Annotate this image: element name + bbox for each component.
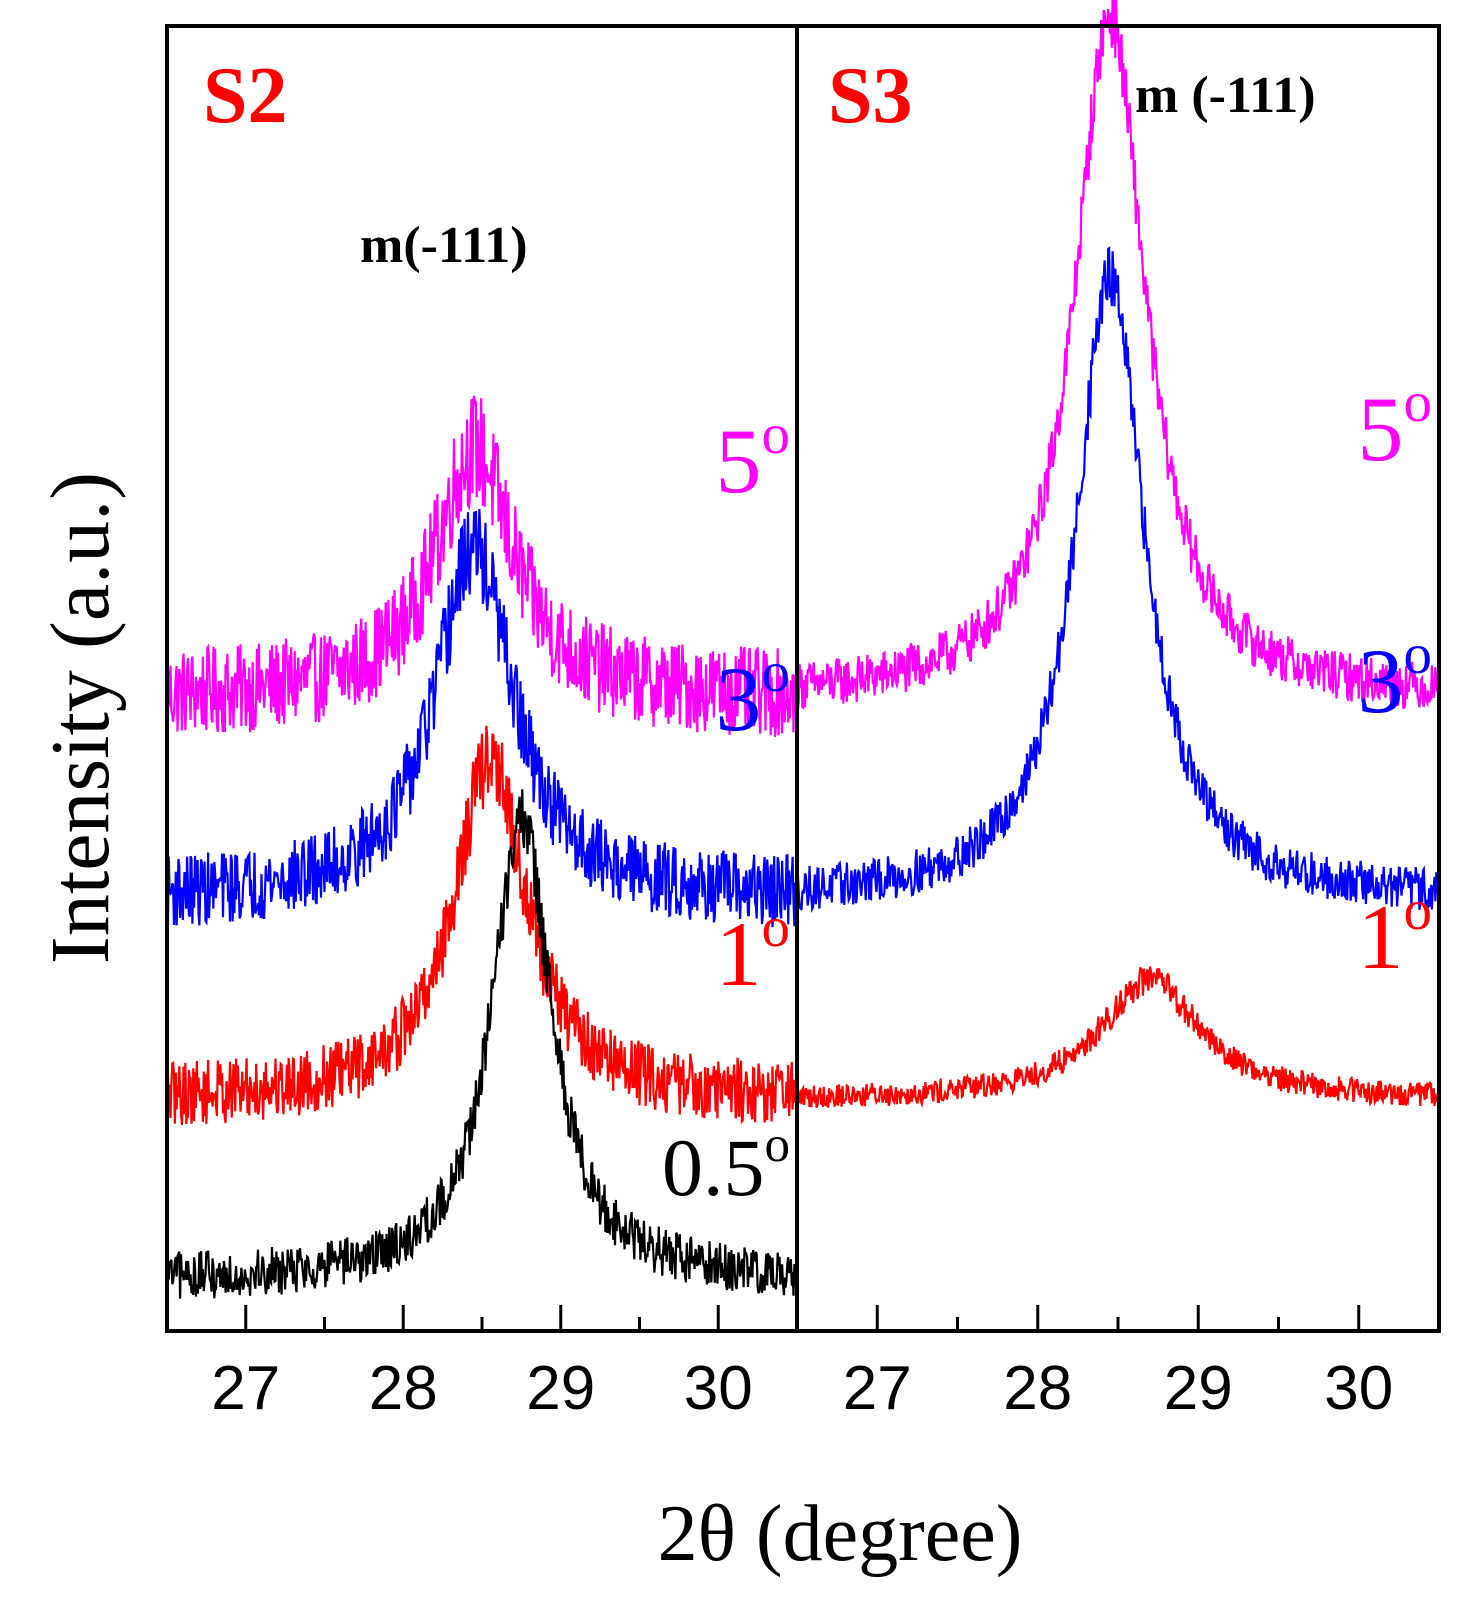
series-line-3-deg <box>795 246 1441 914</box>
tilt-label-1-deg: 1o <box>1358 879 1433 988</box>
x-axis-label: 2θ (degree) <box>658 1490 1023 1578</box>
series-line-5-deg <box>165 395 799 737</box>
series-line-1-deg <box>165 725 799 1125</box>
peak-label-s3: m (-111) <box>1135 67 1316 124</box>
panel-s2: 27 28 29 30 5o 3o 1o 0.5o <box>165 395 799 1423</box>
tilt-label-5-deg: 5o <box>1358 371 1433 480</box>
tilt-label-5-deg: 5o <box>716 403 791 512</box>
panel-label-s2: S2 <box>203 52 288 140</box>
tilt-label-3-deg: 3o <box>716 641 791 750</box>
x-tick-label: 29 <box>1164 1354 1233 1423</box>
peak-label-s2: m(-111) <box>360 217 528 274</box>
panel-label-s3: S3 <box>828 52 913 140</box>
tilt-label-1-deg: 1o <box>716 896 791 1005</box>
x-tick-label: 27 <box>211 1354 280 1423</box>
tilt-label-3-deg: 3o <box>1358 623 1433 732</box>
x-tick-label: 27 <box>843 1354 912 1423</box>
tilt-label-0-5-deg: 0.5o <box>662 1117 790 1213</box>
panel-s3: 27 28 29 30 5o 3o 1o <box>795 0 1441 1423</box>
x-tick-label: 30 <box>684 1354 753 1423</box>
series-line-3-deg <box>165 508 799 928</box>
y-axis-label: Intensity (a.u.) <box>34 472 127 964</box>
series-line-1-deg <box>795 966 1440 1109</box>
x-tick-label: 29 <box>526 1354 595 1423</box>
x-tick-label: 28 <box>369 1354 438 1423</box>
x-tick-label: 28 <box>1003 1354 1072 1423</box>
x-tick-label: 30 <box>1324 1354 1393 1423</box>
panel-s3-frame <box>795 24 1441 1333</box>
series-line-0-5-deg <box>165 789 799 1299</box>
